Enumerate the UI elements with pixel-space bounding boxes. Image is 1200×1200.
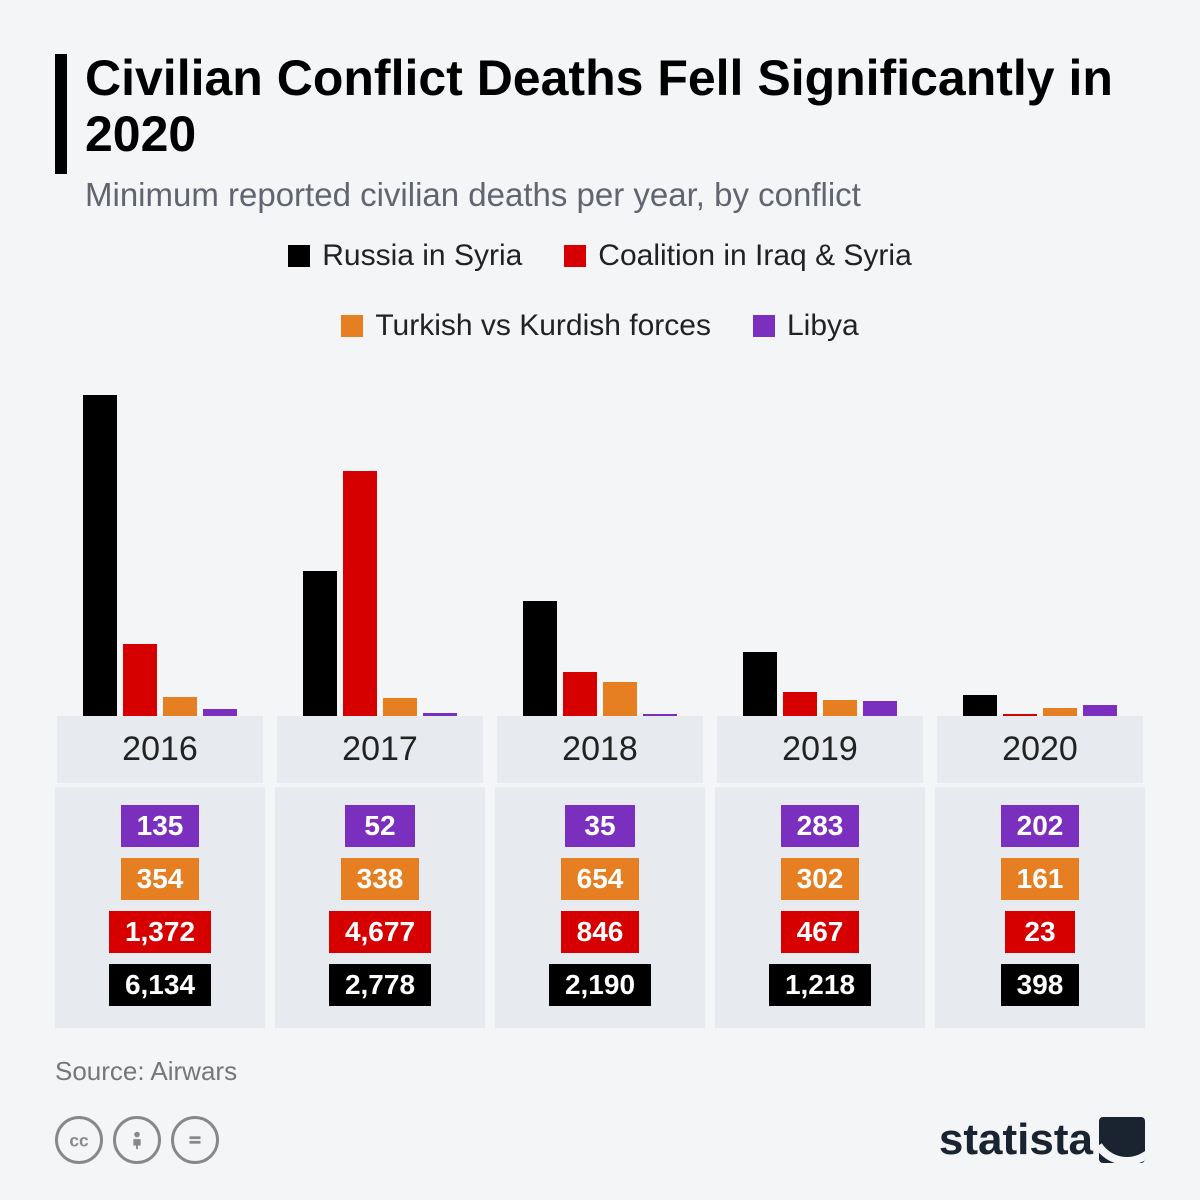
year-label: 2018 xyxy=(497,716,703,783)
year-group: 2018 xyxy=(495,376,705,783)
legend-item: Russia in Syria xyxy=(288,239,522,273)
bar xyxy=(343,471,377,716)
badge-column: 35 654 846 2,190 xyxy=(495,787,705,1028)
cc-license-icons: cc xyxy=(55,1116,219,1164)
value-badge: 1,372 xyxy=(109,911,211,953)
badge-column: 52 338 4,677 2,778 xyxy=(275,787,485,1028)
year-group: 2020 xyxy=(935,376,1145,783)
bar-cluster xyxy=(55,376,265,716)
nd-icon xyxy=(171,1116,219,1164)
header: Civilian Conflict Deaths Fell Significan… xyxy=(55,50,1145,214)
value-badge: 846 xyxy=(561,911,640,953)
bar xyxy=(203,709,237,716)
value-badge: 354 xyxy=(121,858,200,900)
value-badge: 52 xyxy=(345,805,415,847)
by-icon xyxy=(113,1116,161,1164)
value-badge: 2,778 xyxy=(329,964,431,1006)
bar-cluster xyxy=(935,376,1145,716)
bar xyxy=(783,692,817,716)
bar xyxy=(1083,705,1117,716)
logo-text: statista xyxy=(939,1115,1093,1165)
bar xyxy=(823,700,857,716)
bar xyxy=(863,701,897,716)
year-group: 2017 xyxy=(275,376,485,783)
legend-swatch xyxy=(564,245,586,267)
value-badges: 135 354 1,372 6,134 52 338 4,677 2,778 35 654 846 2… xyxy=(55,787,1145,1028)
legend-label: Coalition in Iraq & Syria xyxy=(598,239,911,273)
bar-cluster xyxy=(715,376,925,716)
value-badge: 6,134 xyxy=(109,964,211,1006)
value-badge: 2,190 xyxy=(549,964,651,1006)
bar-chart: 20162017201820192020 xyxy=(55,363,1145,783)
legend: Russia in Syria Coalition in Iraq & Syria… xyxy=(190,239,1010,343)
bar xyxy=(163,697,197,716)
legend-swatch xyxy=(753,315,775,337)
legend-item: Coalition in Iraq & Syria xyxy=(564,239,911,273)
value-badge: 467 xyxy=(781,911,860,953)
value-badge: 4,677 xyxy=(329,911,431,953)
source-line: Source: Airwars xyxy=(55,1056,1145,1087)
chart-title: Civilian Conflict Deaths Fell Significan… xyxy=(85,50,1145,162)
value-badge: 398 xyxy=(1001,964,1080,1006)
bar xyxy=(523,601,557,716)
bar xyxy=(563,672,597,716)
value-badge: 23 xyxy=(1005,911,1075,953)
value-badge: 1,218 xyxy=(769,964,871,1006)
bar xyxy=(963,695,997,716)
chart-subtitle: Minimum reported civilian deaths per yea… xyxy=(85,176,1145,214)
bar xyxy=(603,682,637,716)
legend-item: Libya xyxy=(753,309,859,343)
year-label: 2019 xyxy=(717,716,923,783)
badge-column: 135 354 1,372 6,134 xyxy=(55,787,265,1028)
svg-text:cc: cc xyxy=(69,1131,89,1151)
badge-column: 202 161 23 398 xyxy=(935,787,1145,1028)
bar-cluster xyxy=(495,376,705,716)
year-group: 2016 xyxy=(55,376,265,783)
logo-mark-icon xyxy=(1099,1117,1145,1163)
value-badge: 654 xyxy=(561,858,640,900)
bar xyxy=(123,644,157,716)
value-badge: 202 xyxy=(1001,805,1080,847)
year-group: 2019 xyxy=(715,376,925,783)
value-badge: 135 xyxy=(121,805,200,847)
value-badge: 302 xyxy=(781,858,860,900)
value-badge: 161 xyxy=(1001,858,1080,900)
bar xyxy=(383,698,417,716)
legend-label: Russia in Syria xyxy=(322,239,522,273)
bar xyxy=(743,652,777,716)
bar-cluster xyxy=(275,376,485,716)
bar xyxy=(83,395,117,716)
value-badge: 35 xyxy=(565,805,635,847)
year-label: 2017 xyxy=(277,716,483,783)
cc-icon: cc xyxy=(55,1116,103,1164)
year-label: 2020 xyxy=(937,716,1143,783)
legend-item: Turkish vs Kurdish forces xyxy=(341,309,711,343)
year-label: 2016 xyxy=(57,716,263,783)
legend-swatch xyxy=(288,245,310,267)
badge-column: 283 302 467 1,218 xyxy=(715,787,925,1028)
value-badge: 338 xyxy=(341,858,420,900)
bar xyxy=(1043,708,1077,716)
legend-label: Turkish vs Kurdish forces xyxy=(375,309,711,343)
statista-logo: statista xyxy=(939,1115,1145,1165)
bar xyxy=(303,571,337,716)
footer: cc statista xyxy=(55,1115,1145,1165)
value-badge: 283 xyxy=(781,805,860,847)
legend-swatch xyxy=(341,315,363,337)
legend-label: Libya xyxy=(787,309,859,343)
